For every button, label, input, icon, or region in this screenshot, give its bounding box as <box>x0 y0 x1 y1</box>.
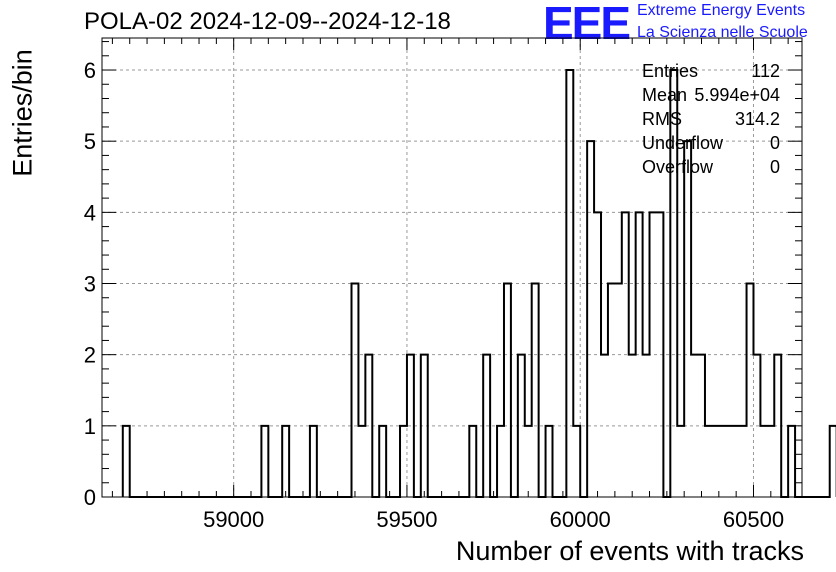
logo-line-1: Extreme Energy Events <box>637 2 806 19</box>
histogram-bin <box>525 426 532 497</box>
histogram-bin <box>532 284 539 497</box>
histogram-bin <box>601 355 608 497</box>
y-tick-label: 3 <box>84 272 96 297</box>
stats-value: 0 <box>769 157 780 177</box>
histogram-bin <box>740 426 747 497</box>
histogram-bin <box>767 426 774 497</box>
x-tick-label: 59000 <box>203 507 264 532</box>
logo-line-2: La Scienza nelle Scuole <box>637 24 808 41</box>
histogram-bin <box>684 141 691 497</box>
stats-row-underflow: Underflow 0 <box>642 131 780 155</box>
histogram-bin <box>656 212 663 497</box>
histogram-bin <box>753 355 760 497</box>
stats-value: 314.2 <box>734 109 780 129</box>
histogram-bin <box>518 355 525 497</box>
histogram-bin <box>407 355 414 497</box>
x-tick-label: 60000 <box>550 507 611 532</box>
histogram-bin <box>573 426 580 497</box>
histogram-bin <box>677 426 684 497</box>
stats-value: 5.994e+04 <box>694 85 780 105</box>
histogram-bin <box>629 355 636 497</box>
stats-value: 112 <box>751 61 780 81</box>
stats-row-overflow: Overflow 0 <box>642 155 780 179</box>
histogram-bin <box>760 426 767 497</box>
stats-row-entries: Entries 112 <box>642 59 780 83</box>
histogram-bin <box>719 426 726 497</box>
x-axis-label: Number of events with tracks <box>455 536 804 566</box>
histogram-bin <box>705 426 712 497</box>
histogram-bin <box>643 355 650 497</box>
histogram-bin <box>123 426 130 497</box>
histogram-bin <box>698 355 705 497</box>
histogram-bin <box>546 426 553 497</box>
histogram-bin <box>566 70 573 497</box>
stats-key: Entries <box>642 61 699 81</box>
histogram-bin <box>358 426 365 497</box>
histogram-bin <box>650 212 657 497</box>
plot-frame <box>101 37 803 498</box>
histogram-bin <box>469 426 476 497</box>
histogram-bin <box>594 212 601 497</box>
stats-value: 0 <box>769 133 780 153</box>
histogram-bin <box>504 284 511 497</box>
histogram-bin <box>282 426 289 497</box>
histogram-bin <box>691 355 698 497</box>
histogram-bin <box>352 284 359 497</box>
histogram-bin <box>788 426 795 497</box>
histogram-bin <box>774 355 781 497</box>
histogram-bin <box>747 284 754 497</box>
y-tick-label: 5 <box>84 129 96 154</box>
histogram-bin <box>483 355 490 497</box>
y-tick-label: 6 <box>84 58 96 83</box>
histogram-bin <box>622 212 629 497</box>
y-tick-label: 0 <box>84 485 96 510</box>
histogram-bin <box>587 141 594 497</box>
histogram-bin <box>608 284 615 497</box>
histogram-bin <box>400 426 407 497</box>
stats-row-mean: Mean 5.994e+04 <box>642 83 780 107</box>
histogram-bin <box>712 426 719 497</box>
y-tick-label: 2 <box>84 343 96 368</box>
histogram-bin <box>379 426 386 497</box>
stats-row-rms: RMS 314.2 <box>642 107 780 131</box>
histogram-bin <box>830 426 836 497</box>
stats-key: RMS <box>642 109 682 129</box>
stats-key: Underflow <box>642 133 724 153</box>
y-tick-label: 1 <box>84 414 96 439</box>
x-tick-label: 59500 <box>376 507 437 532</box>
histogram-bin <box>636 212 643 497</box>
stats-key: Mean <box>642 85 688 105</box>
histogram-bin <box>421 355 428 497</box>
stats-box: Entries 112 Mean 5.994e+04 RMS 314.2 Underflow… <box>642 59 780 179</box>
chart-title: POLA-02 2024-12-09--2024-12-18 <box>84 8 451 35</box>
histogram-bin <box>726 426 733 497</box>
histogram-bin <box>261 426 268 497</box>
histogram-bin <box>365 355 372 497</box>
histogram-bin <box>497 426 504 497</box>
histogram-bin <box>310 426 317 497</box>
y-tick-label: 4 <box>84 200 96 225</box>
stats-key: Overflow <box>642 157 714 177</box>
x-tick-label: 60500 <box>723 507 784 532</box>
histogram-bin <box>615 284 622 497</box>
histogram-bin <box>733 426 740 497</box>
